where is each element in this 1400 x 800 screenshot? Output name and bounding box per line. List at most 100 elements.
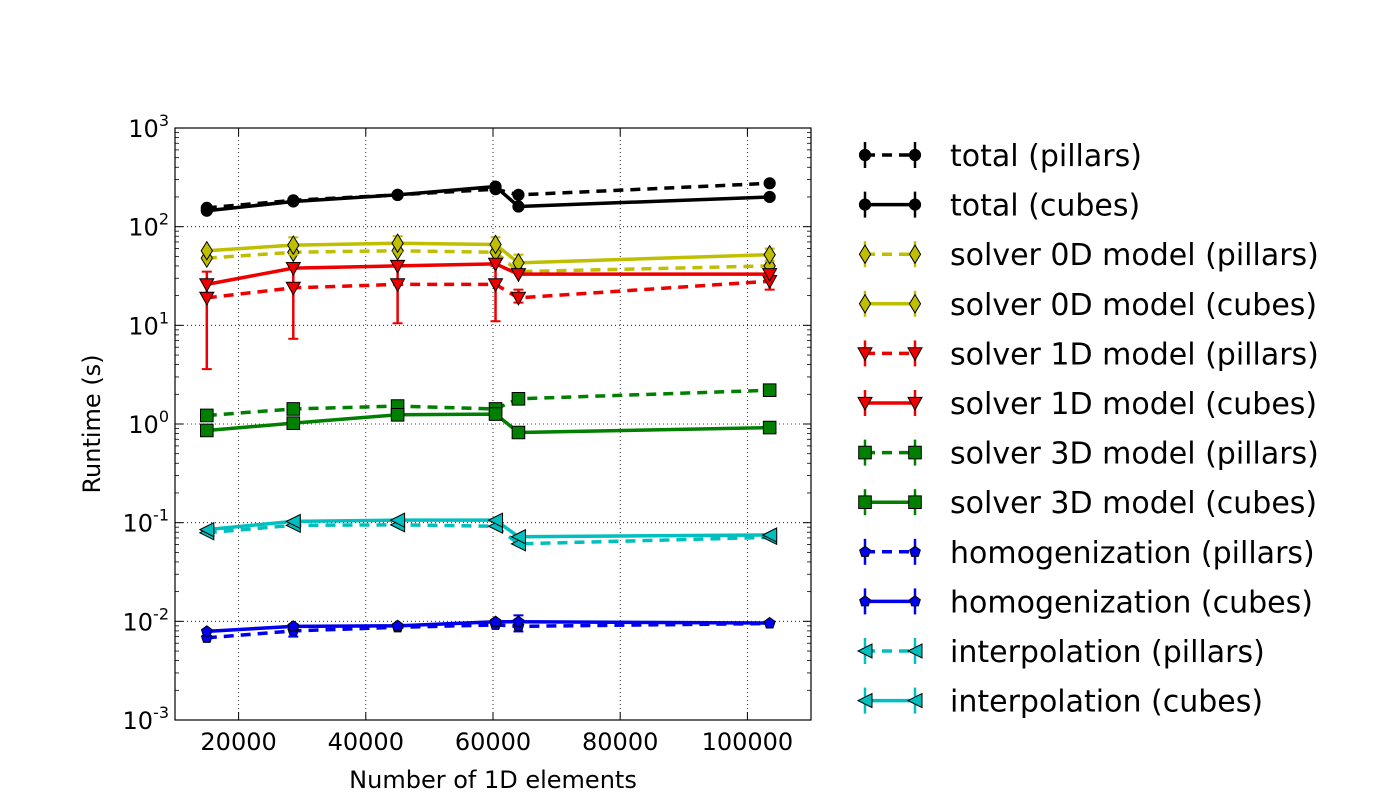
y-tick-label: 103 — [128, 111, 169, 143]
data-point — [511, 392, 526, 406]
series-solver-3d-model-cubes — [200, 407, 777, 440]
legend-item-total-pillars: total (pillars) — [858, 139, 1142, 174]
data-point — [488, 407, 503, 421]
legend-marker — [906, 692, 923, 709]
data-point — [489, 234, 502, 255]
legend-marker — [858, 244, 872, 265]
data-point — [763, 616, 776, 629]
ticks: 20000 40000 60000 80000 100000 103 102 101 100 10… — [123, 111, 811, 756]
series-line — [206, 412, 770, 435]
series-line — [206, 262, 770, 287]
series-line — [206, 620, 770, 634]
grid — [175, 128, 811, 720]
data-point — [510, 528, 526, 545]
legend-marker — [858, 445, 872, 460]
legend-marker — [856, 643, 873, 659]
x-tick-label: 100000 — [702, 728, 794, 756]
legend-label: total (cubes) — [950, 189, 1140, 224]
data-point — [763, 177, 776, 190]
legend-label: homogenization (pillars) — [950, 536, 1315, 571]
y-tick-label: 102 — [128, 210, 169, 242]
legend-item-homogenization-cubes: homogenization (cubes) — [859, 585, 1313, 620]
series-line — [206, 523, 770, 546]
data-point — [487, 257, 504, 272]
data-point — [510, 291, 527, 306]
legend-label: solver 0D model (cubes) — [950, 288, 1317, 323]
legend-label: homogenization (cubes) — [950, 585, 1313, 620]
data-point — [200, 240, 213, 261]
legend-marker — [908, 244, 922, 265]
legend-marker — [909, 595, 921, 607]
data-point — [200, 423, 214, 438]
data-point — [287, 235, 300, 256]
series-homogenization-cubes — [200, 614, 776, 637]
legend-label: total (pillars) — [950, 139, 1142, 174]
data-point — [389, 512, 406, 528]
data-point — [287, 620, 300, 632]
legend-marker — [906, 643, 923, 659]
legend-marker — [858, 495, 872, 509]
legend-label: solver 1D model (cubes) — [950, 387, 1317, 422]
y-axis-label: Runtime (s) — [78, 354, 106, 493]
legend-marker — [908, 293, 922, 314]
data-point — [389, 259, 406, 274]
series-solver-0d-model-cubes — [200, 233, 776, 273]
legend-label: solver 1D model (pillars) — [950, 337, 1319, 372]
data-point — [286, 402, 301, 416]
legend-marker — [858, 198, 872, 211]
legend-item-solver-3d-model-cubes: solver 3D model (cubes) — [858, 486, 1317, 521]
data-point — [512, 615, 525, 627]
legend-item-solver-1d-model-cubes: solver 1D model (cubes) — [857, 387, 1317, 422]
data-point — [762, 383, 777, 398]
y-tick-label: 10-3 — [123, 703, 170, 735]
legend-item-solver-0d-model-cubes: solver 0D model (cubes) — [858, 288, 1317, 323]
data-point — [390, 407, 405, 422]
series-line — [206, 279, 770, 300]
data-point — [487, 512, 504, 528]
series-total-cubes — [200, 180, 776, 217]
y-tick-label: 10-2 — [123, 604, 170, 636]
legend-marker — [908, 445, 922, 460]
legend-item-solver-1d-model-pillars: solver 1D model (pillars) — [857, 337, 1319, 372]
data-point — [198, 278, 215, 293]
series-line — [206, 621, 770, 640]
data-point — [391, 188, 404, 201]
legend-marker — [909, 545, 921, 557]
legend-item-interpolation-pillars: interpolation (pillars) — [856, 635, 1265, 670]
legend-marker — [908, 198, 922, 211]
data-point — [286, 416, 301, 430]
data-point — [761, 527, 778, 543]
data-point — [391, 233, 404, 254]
legend-label: solver 0D model (pillars) — [950, 238, 1319, 273]
data-point — [487, 278, 504, 293]
data-point — [200, 204, 213, 217]
series-line — [206, 518, 770, 539]
data-point — [198, 521, 215, 538]
data-point — [511, 425, 526, 440]
legend-item-total-cubes: total (cubes) — [858, 189, 1140, 224]
legend-label: solver 3D model (cubes) — [950, 486, 1317, 521]
data-point — [761, 268, 778, 283]
legend-marker — [858, 148, 872, 162]
legend-marker — [907, 347, 923, 362]
series-line — [206, 249, 770, 274]
legend-marker — [856, 692, 873, 709]
x-tick-label: 60000 — [455, 728, 531, 756]
x-tick-label: 80000 — [582, 728, 658, 756]
series-line — [206, 241, 770, 265]
data-point — [763, 190, 776, 204]
y-tick-label: 100 — [128, 407, 169, 439]
data-point — [200, 625, 213, 637]
series-solver-1d-model-cubes — [198, 257, 778, 293]
legend-item-solver-0d-model-pillars: solver 0D model (pillars) — [858, 238, 1319, 273]
data-point — [512, 200, 525, 213]
legend-label: interpolation (pillars) — [950, 635, 1265, 670]
x-tick-label: 40000 — [328, 728, 404, 756]
legend-marker — [858, 293, 872, 314]
legend-item-interpolation-cubes: interpolation (cubes) — [856, 685, 1263, 720]
data-point — [391, 619, 404, 631]
data-point — [285, 281, 302, 296]
data-point — [510, 268, 527, 283]
legend-marker — [859, 545, 871, 557]
